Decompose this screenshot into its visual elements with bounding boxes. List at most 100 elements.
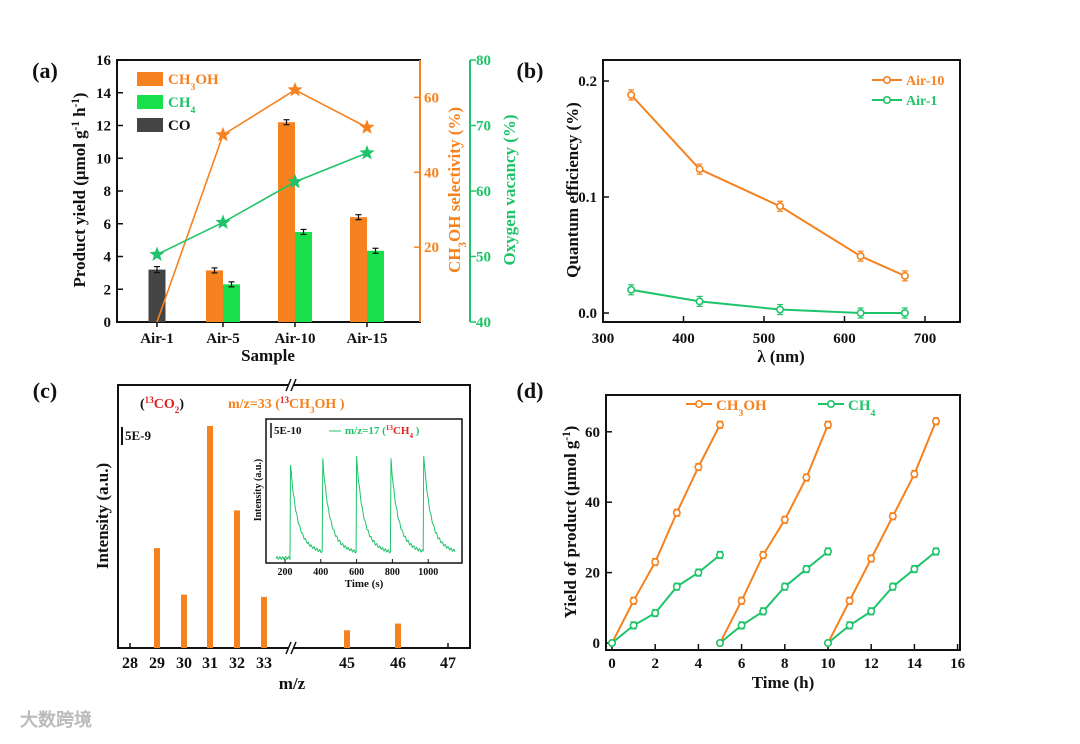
label-part: CH bbox=[168, 72, 191, 88]
y-tick-label: 14 bbox=[96, 86, 112, 102]
y-tick-label: 40 bbox=[585, 495, 600, 511]
oxygen-vacancy-line bbox=[156, 152, 368, 256]
x-tick-label: 500 bbox=[753, 331, 776, 347]
plot-frame-d bbox=[605, 394, 961, 651]
data-point bbox=[715, 550, 724, 559]
x-tick-label: 32 bbox=[229, 655, 245, 672]
oxygen-vacancy-point bbox=[215, 214, 231, 229]
data-point bbox=[867, 554, 876, 563]
x-tick-label: 31 bbox=[202, 655, 218, 672]
x-tick-label: 700 bbox=[914, 331, 937, 347]
annotation-mz33: m/z=33 (13CH3OH ) bbox=[228, 395, 345, 415]
bar-ch3oh bbox=[206, 270, 223, 322]
data-point bbox=[737, 596, 746, 605]
y-tick-label: 60 bbox=[585, 425, 600, 441]
panel-label-b: (b) bbox=[517, 58, 544, 83]
inset-x-tick-label: 400 bbox=[313, 567, 328, 578]
bar-mz-32 bbox=[234, 510, 240, 648]
data-point bbox=[759, 607, 768, 616]
y-axis-title: Intensity (a.u.) bbox=[93, 463, 112, 569]
selectivity-point bbox=[215, 126, 231, 142]
y-tick-label: 20 bbox=[585, 566, 600, 582]
label-part: Product yield (μmol g bbox=[70, 130, 89, 288]
label-part: ) bbox=[179, 397, 184, 412]
y-tick-label: 6 bbox=[104, 217, 112, 233]
data-point bbox=[695, 165, 704, 174]
inset-ch4-signal bbox=[275, 456, 456, 561]
series-line-CH4 bbox=[611, 554, 721, 644]
y3-axis-title: Oxygen vacancy (%) bbox=[500, 114, 519, 265]
label-part: m/z=17 ( bbox=[345, 425, 386, 437]
series-line-CH3OH bbox=[827, 420, 937, 644]
y-axis-title: Product yield (μmol g-1 h-1) bbox=[70, 93, 89, 288]
data-point bbox=[910, 470, 919, 479]
data-point bbox=[651, 609, 660, 618]
inset-scale-label: 5E-10 bbox=[274, 425, 302, 437]
label-part: 4 bbox=[871, 408, 876, 419]
y-tick-label: 12 bbox=[96, 119, 111, 135]
x-tick-label: Air-15 bbox=[346, 331, 387, 347]
legend-label: CH3OH bbox=[168, 72, 219, 93]
data-point bbox=[715, 638, 724, 647]
data-point bbox=[931, 417, 940, 426]
data-point bbox=[759, 550, 768, 559]
data-point bbox=[627, 90, 636, 99]
bar-ch4 bbox=[367, 250, 384, 322]
label-part: OH bbox=[195, 72, 219, 88]
label-part: CH bbox=[168, 95, 191, 111]
label-part: 2 bbox=[175, 405, 180, 415]
bar-mz-30 bbox=[181, 594, 187, 648]
data-point bbox=[823, 547, 832, 556]
x-tick-label: Air-5 bbox=[206, 331, 240, 347]
label-part: Yield of product (μmol g bbox=[561, 440, 580, 618]
data-point bbox=[607, 638, 616, 647]
data-point bbox=[629, 621, 638, 630]
scale-label: 5E-9 bbox=[125, 428, 152, 443]
x-tick-label: 16 bbox=[950, 656, 966, 672]
label-part: ) bbox=[413, 425, 420, 437]
data-point bbox=[672, 582, 681, 591]
y-tick-label: 0.0 bbox=[578, 306, 597, 322]
y2-tick-label: 60 bbox=[424, 90, 439, 106]
data-point bbox=[845, 621, 854, 630]
bar-mz-46 bbox=[395, 623, 401, 648]
legend-label: CH3OH bbox=[716, 398, 767, 419]
y2-tick-label: 40 bbox=[424, 165, 439, 181]
axis-break bbox=[285, 641, 292, 655]
bar-co bbox=[148, 269, 166, 322]
x-tick-label: 600 bbox=[833, 331, 856, 347]
inset-x-tick-label: 1000 bbox=[418, 567, 438, 578]
label-part: 4 bbox=[191, 105, 196, 116]
selectivity-point bbox=[359, 119, 375, 134]
data-point bbox=[931, 547, 940, 556]
inset-x-tick-label: 200 bbox=[278, 567, 293, 578]
series-line-CH3OH bbox=[719, 424, 829, 644]
data-point bbox=[823, 638, 832, 647]
label-part: CO bbox=[154, 397, 175, 412]
x-axis-title: Sample bbox=[241, 346, 295, 365]
legend-marker bbox=[882, 96, 891, 105]
label-part: CH bbox=[289, 397, 310, 412]
bar-ch3oh bbox=[350, 217, 367, 322]
inset-frame bbox=[265, 418, 463, 564]
bar-mz-29 bbox=[154, 548, 160, 648]
data-point bbox=[780, 515, 789, 524]
x-tick-label: 47 bbox=[440, 655, 456, 672]
annotation-13co2: (13CO2) bbox=[140, 395, 184, 415]
x-tick-label: 4 bbox=[695, 656, 703, 672]
y3-tick-label: 40 bbox=[476, 315, 491, 331]
bar-mz-33 bbox=[261, 596, 267, 648]
inset-y-axis-title: Intensity (a.u.) bbox=[253, 459, 264, 522]
axis-break bbox=[285, 378, 292, 392]
oxygen-vacancy-point bbox=[359, 145, 375, 160]
bar-ch4 bbox=[223, 284, 240, 322]
panel-label-c: (c) bbox=[33, 378, 57, 403]
data-point bbox=[780, 582, 789, 591]
y-tick-label: 2 bbox=[104, 282, 112, 298]
label-part: -1 bbox=[70, 121, 82, 130]
data-point bbox=[856, 308, 865, 317]
x-tick-label: 14 bbox=[907, 656, 923, 672]
series-line-Air-10 bbox=[630, 94, 906, 277]
y-tick-label: 10 bbox=[96, 151, 111, 167]
data-point bbox=[629, 596, 638, 605]
